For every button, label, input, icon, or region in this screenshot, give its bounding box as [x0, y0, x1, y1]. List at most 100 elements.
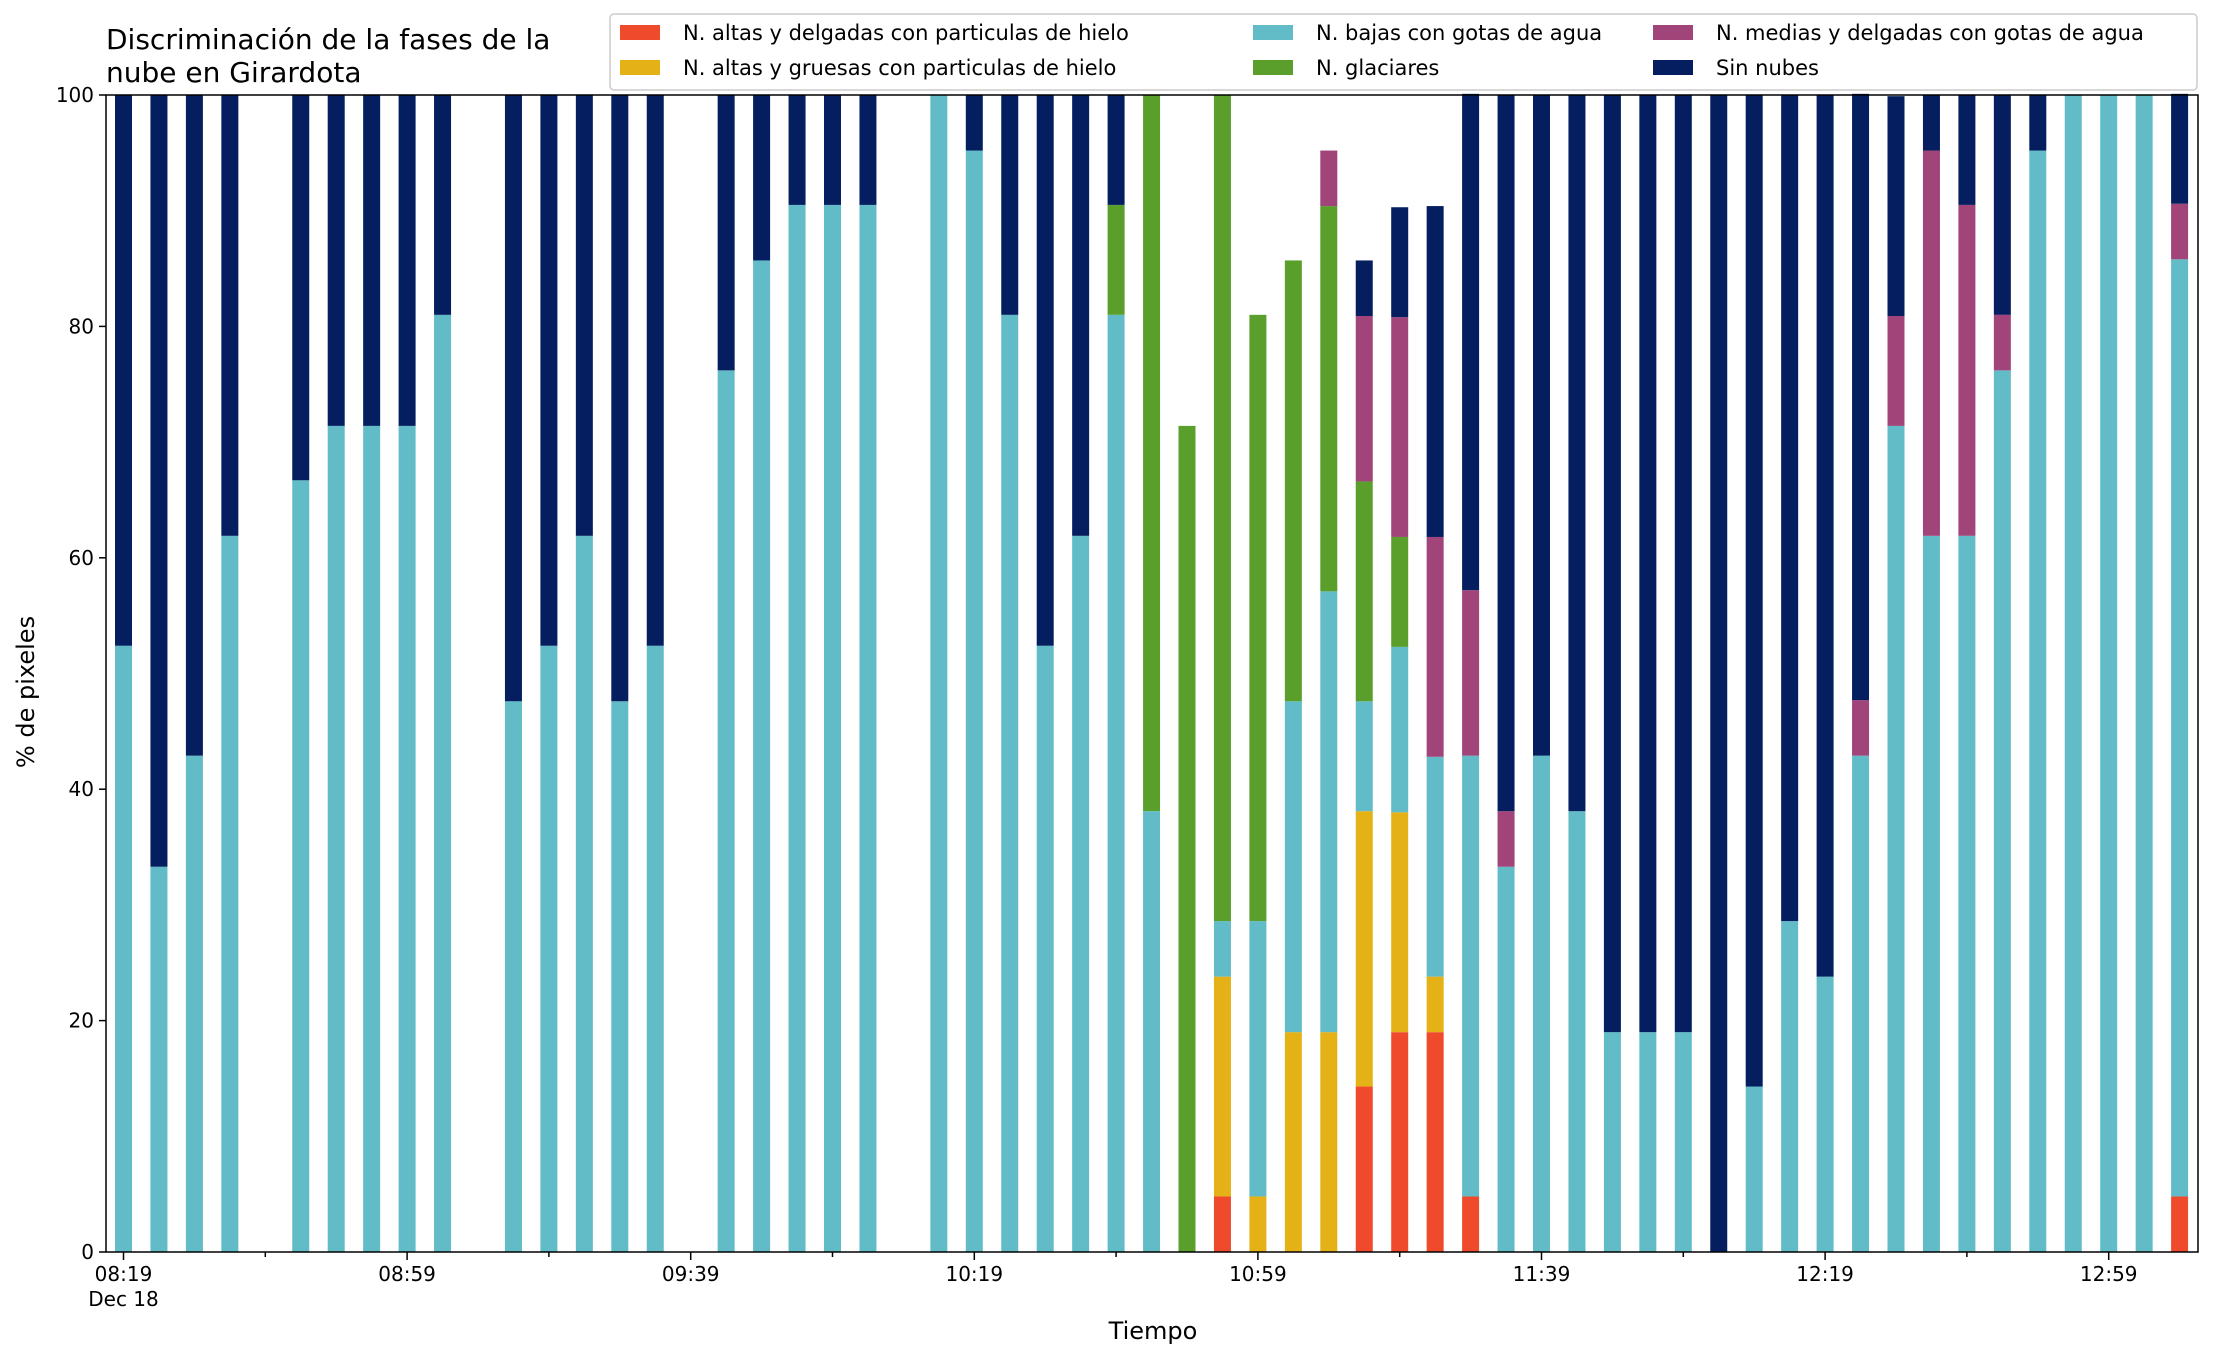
bar-segment-35-s5 [1355, 260, 1373, 316]
y-tick-label: 20 [69, 1009, 94, 1033]
plot-frame [105, 94, 2199, 1253]
bar-segment-14-s5 [611, 95, 629, 702]
bar-segment-45-s5 [1710, 95, 1728, 1252]
legend-swatch [620, 25, 660, 40]
bar-segment-11-s5 [504, 95, 522, 702]
bar-segment-41-s5 [1568, 95, 1586, 812]
bar-segment-56-s2 [2100, 95, 2118, 1252]
chart-title-line-2: nube en Girardota [106, 56, 361, 89]
bar-segment-12-s2 [540, 645, 558, 1252]
bar-segment-3-s2 [221, 535, 239, 1252]
bar-segment-3-s5 [221, 95, 239, 536]
bar-segment-58-s4 [2171, 203, 2189, 260]
legend-swatch [1653, 25, 1693, 40]
bar-segment-38-s4 [1462, 590, 1480, 756]
bar-segment-43-s2 [1639, 1032, 1657, 1252]
bar-segment-7-s5 [363, 95, 381, 426]
bar-segment-36-s4 [1391, 317, 1409, 537]
legend-label: N. altas y gruesas con particulas de hie… [683, 56, 1116, 80]
legend-label: Sin nubes [1716, 56, 1819, 80]
x-axis-label: Tiempo [1108, 1317, 1198, 1345]
bar-segment-40-s5 [1533, 95, 1550, 756]
bar-segment-31-s1 [1213, 976, 1231, 1197]
bar-segment-18-s2 [753, 260, 771, 1252]
y-tick-label: 0 [81, 1240, 94, 1264]
bar-segment-48-s2 [1816, 976, 1834, 1252]
bar-segment-53-s5 [1993, 95, 2011, 315]
bar-segment-51-s5 [1922, 95, 1940, 151]
bar-segment-53-s2 [1993, 370, 2011, 1252]
legend-swatch [1253, 25, 1293, 40]
bar-segment-21-s5 [859, 95, 877, 205]
legend: N. altas y delgadas con particulas de hi… [609, 13, 2198, 91]
bar-segment-43-s5 [1639, 95, 1657, 1033]
bar-segment-19-s2 [788, 204, 806, 1252]
bar-segment-12-s5 [540, 95, 558, 646]
bar-segment-13-s2 [575, 535, 593, 1252]
bar-segment-39-s2 [1497, 866, 1515, 1252]
bar-segment-36-s3 [1391, 536, 1409, 647]
bar-segment-2-s2 [185, 755, 203, 1252]
bar-segment-36-s2 [1391, 646, 1409, 813]
bar-segment-33-s3 [1284, 260, 1302, 702]
bar-segment-28-s3 [1107, 204, 1125, 315]
bar-segment-20-s5 [824, 95, 841, 205]
bar-segment-8-s2 [398, 425, 416, 1252]
bar-segment-36-s5 [1391, 207, 1409, 318]
bar-segment-34-s2 [1320, 591, 1338, 1033]
y-tick-label: 60 [69, 546, 94, 570]
bar-segment-34-s1 [1320, 1032, 1338, 1252]
legend-label: N. glaciares [1316, 56, 1439, 80]
bar-segment-52-s4 [1958, 204, 1976, 536]
bar-segment-6-s2 [327, 425, 345, 1252]
bar-segment-35-s0 [1355, 1086, 1373, 1252]
bar-segment-58-s5 [2171, 93, 2189, 204]
y-tick-label: 40 [69, 777, 94, 801]
bar-segment-19-s5 [788, 95, 806, 205]
y-tick-label: 100 [56, 83, 94, 107]
bar-segment-9-s5 [434, 95, 452, 315]
bar-segment-17-s5 [717, 95, 735, 371]
bar-segment-47-s5 [1781, 95, 1799, 922]
bar-segment-26-s2 [1036, 645, 1054, 1252]
bar-segment-25-s5 [1001, 95, 1019, 315]
bar-segment-6-s5 [327, 95, 345, 426]
bar-segment-1-s2 [150, 866, 168, 1252]
bar-segment-49-s2 [1852, 755, 1870, 1252]
bar-segment-44-s2 [1674, 1032, 1692, 1252]
bar-segment-9-s2 [434, 314, 452, 1253]
bar-segment-46-s5 [1745, 95, 1763, 1087]
bar-segment-33-s1 [1284, 1032, 1302, 1252]
bar-segment-5-s2 [292, 480, 310, 1252]
bar-segment-58-s2 [2171, 259, 2189, 1197]
x-tick-label: 11:39 [1513, 1262, 1571, 1286]
bar-segment-31-s0 [1213, 1196, 1231, 1252]
legend-swatch [1253, 60, 1293, 75]
bar-segment-52-s5 [1958, 95, 1976, 205]
bar-segment-5-s5 [292, 95, 310, 481]
bar-segment-48-s5 [1816, 95, 1834, 977]
bar-segment-44-s5 [1674, 95, 1692, 1033]
bar-segment-41-s2 [1568, 811, 1586, 1252]
bar-segment-50-s4 [1887, 315, 1905, 426]
bar-segment-32-s1 [1249, 1196, 1267, 1252]
bar-segment-51-s2 [1922, 535, 1940, 1252]
bar-segment-50-s2 [1887, 425, 1905, 1252]
bar-segment-36-s0 [1391, 1032, 1409, 1252]
x-tick-label: 10:59 [1229, 1262, 1287, 1286]
bar-segment-49-s4 [1852, 700, 1870, 756]
bar-segment-17-s2 [717, 370, 735, 1252]
bar-segment-30-s3 [1178, 425, 1196, 1252]
bar-segment-38-s2 [1462, 755, 1480, 1197]
bar-segment-31-s3 [1213, 95, 1231, 922]
bar-segment-11-s2 [504, 701, 522, 1252]
bar-segment-2-s5 [185, 95, 203, 756]
bar-segment-53-s4 [1993, 314, 2011, 371]
bar-segment-33-s2 [1284, 701, 1302, 1033]
bar-segment-21-s2 [859, 204, 877, 1252]
legend-label: N. altas y delgadas con particulas de hi… [683, 21, 1129, 45]
bar-segment-34-s3 [1320, 206, 1338, 592]
bar-segment-35-s1 [1355, 811, 1373, 1087]
